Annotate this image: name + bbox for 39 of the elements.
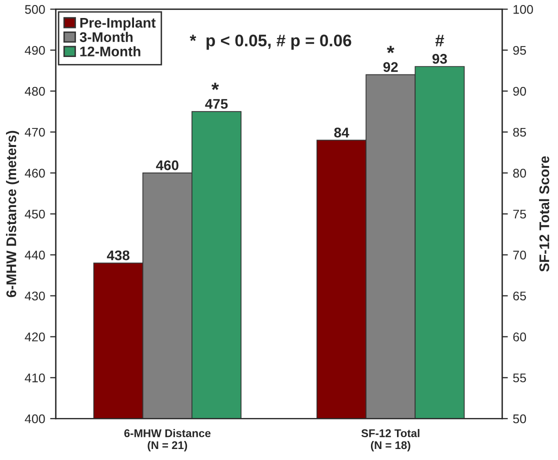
- y2-tick-label: 55: [513, 374, 526, 382]
- legend-label: 3-Month: [80, 32, 133, 42]
- annotation: *: [211, 82, 219, 90]
- y-tick-label: 490: [24, 46, 45, 55]
- annotation: *: [386, 46, 394, 54]
- y2-tick-label: 60: [513, 332, 526, 342]
- annotation: #: [435, 34, 444, 46]
- y-tick-label: 450: [24, 210, 45, 219]
- x-tick-label: SF-12 Total (N = 18): [361, 429, 420, 452]
- legend-label: 12-Month: [80, 46, 140, 56]
- y-tick-label: 430: [24, 292, 45, 300]
- y2-tick-label: 85: [513, 128, 526, 137]
- annotation: * p < 0.05, # p = 0.06: [190, 34, 352, 50]
- y2-tick-label: 50: [513, 414, 526, 424]
- y2-tick-label: 100: [514, 5, 533, 14]
- y-tick-label: 460: [24, 168, 45, 178]
- data-label: 84: [334, 128, 350, 138]
- y-tick-label: 500: [25, 5, 45, 14]
- data-label: 438: [106, 250, 130, 260]
- data-label: 475: [205, 99, 228, 109]
- data-label: 93: [432, 54, 447, 64]
- y2-tick-label: 75: [513, 210, 526, 219]
- data-label: 460: [156, 160, 178, 170]
- y-tick-label: 400: [24, 414, 45, 424]
- y2-tick-label: 80: [513, 168, 526, 178]
- y2-tick-label: 70: [513, 250, 526, 260]
- y-axis-title: 6-MHW Distance (meters): [6, 130, 19, 298]
- y-tick-label: 410: [24, 373, 45, 382]
- y-tick-label: 480: [24, 86, 45, 96]
- x-tick-label: 6-MHW Distance (N = 21): [124, 429, 211, 452]
- y-tick-label: 470: [24, 128, 45, 137]
- y2-tick-label: 65: [513, 292, 526, 300]
- y-tick-label: 420: [24, 332, 45, 342]
- y-tick-label: 440: [24, 250, 45, 260]
- y2-axis-title: SF-12 Total Score: [539, 156, 550, 272]
- y2-tick-label: 90: [513, 86, 526, 96]
- data-label: 92: [383, 62, 398, 72]
- legend-label: Pre-Implant: [80, 18, 156, 30]
- y2-tick-label: 95: [513, 46, 526, 55]
